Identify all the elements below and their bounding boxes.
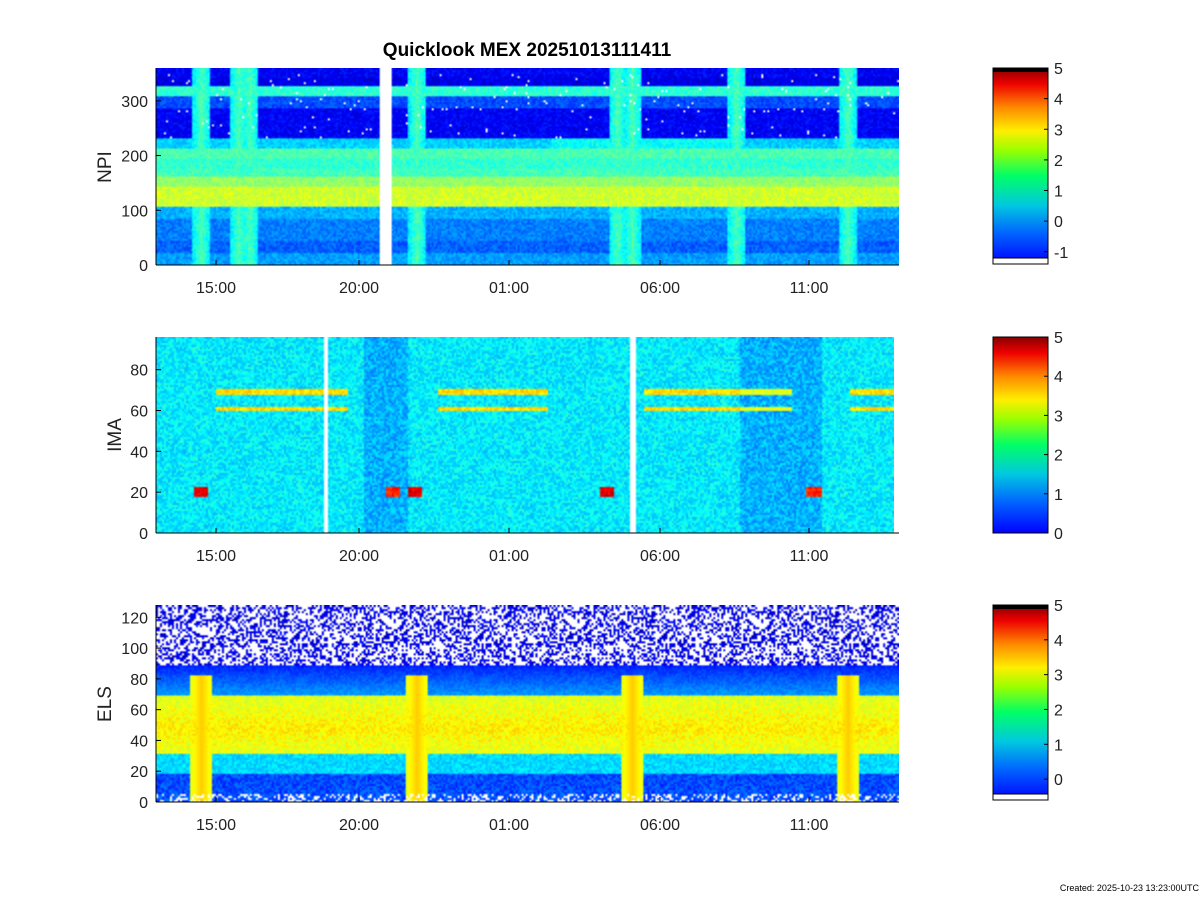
els-colorbar-tick-label: 5 (1054, 598, 1063, 615)
ima-colorbar-tick-label: 3 (1054, 408, 1063, 425)
ima-colorbar-tick-label: 1 (1054, 487, 1063, 504)
panel-els: 15:00 20:00 01:00 06:00 11:00 02040608010012… (95, 598, 1063, 834)
els-spectrogram (156, 605, 899, 802)
npi-xtick-label: 15:00 (196, 280, 236, 297)
els-ytick-label: 80 (130, 672, 148, 689)
els-xtick-label: 15:00 (196, 817, 236, 834)
ima-ytick-label: 20 (130, 485, 148, 502)
els-ytick-label: 0 (139, 795, 148, 812)
ima-xtick-label: 11:00 (790, 548, 829, 565)
ima-xtick-label: 06:00 (640, 548, 680, 565)
els-ylabel: ELS (95, 686, 116, 722)
npi-ylabel: NPI (95, 151, 116, 183)
npi-xtick-label: 01:00 (489, 280, 529, 297)
els-ytick-label: 40 (130, 733, 148, 750)
ima-spectrogram (156, 337, 894, 533)
npi-colorbar-tick-label: -1 (1054, 245, 1068, 262)
els-ytick-label: 100 (121, 641, 148, 658)
ima-xtick-label: 15:00 (196, 548, 236, 565)
els-xtick-label: 20:00 (339, 817, 379, 834)
ima-ytick-label: 60 (130, 404, 148, 421)
npi-spectrogram (156, 68, 899, 265)
npi-colorbar-tick-label: 1 (1054, 184, 1063, 201)
els-colorbar-tick-label: 3 (1054, 668, 1063, 685)
ima-colorbar-tick-label: 5 (1054, 330, 1063, 347)
created-timestamp: Created: 2025-10-23 13:23:00UTC (1060, 883, 1200, 893)
els-ytick-label: 120 (121, 610, 148, 627)
npi-ytick-label: 0 (139, 258, 148, 275)
npi-xtick-label: 06:00 (640, 280, 680, 297)
ima-colorbar-tick-label: 2 (1054, 448, 1063, 465)
els-colorbar: 0 1 2 3 4 5 (992, 598, 1063, 801)
npi-colorbar-tick-label: 2 (1054, 153, 1063, 170)
els-colorbar-tick-label: 2 (1054, 702, 1063, 719)
ima-colorbar: 0 1 2 3 4 5 (992, 330, 1063, 543)
ima-xtick-label: 01:00 (489, 548, 529, 565)
els-ytick-label: 60 (130, 703, 148, 720)
ima-ylabel: IMA (105, 418, 126, 452)
npi-ytick-label: 100 (121, 203, 148, 220)
npi-colorbar-tick-label: 0 (1054, 214, 1063, 231)
ima-ytick-label: 40 (130, 444, 148, 461)
npi-ytick-label: 200 (121, 149, 148, 166)
panel-npi: 15:00 20:00 01:00 06:00 11:00 0 100 200 300 NPI… (95, 61, 1068, 297)
els-colorbar-tick-label: 1 (1054, 737, 1063, 754)
els-xtick-label: 11:00 (790, 817, 829, 834)
els-ytick-label: 20 (130, 764, 148, 781)
els-colorbar-tick-label: 4 (1054, 633, 1063, 650)
npi-colorbar: -1 0 1 2 3 4 5 (992, 61, 1068, 265)
ima-colorbar-tick-label: 4 (1054, 369, 1063, 386)
ima-colorbar-tick-label: 0 (1054, 526, 1063, 543)
npi-colorbar-tick-label: 3 (1054, 122, 1063, 139)
els-colorbar-tick-label: 0 (1054, 772, 1063, 789)
figure-title: Quicklook MEX 20251013111411 (383, 40, 672, 61)
npi-colorbar-tick-label: 4 (1054, 92, 1063, 109)
npi-ytick-label: 300 (121, 94, 148, 111)
ima-xtick-label: 20:00 (339, 548, 379, 565)
npi-xtick-label: 20:00 (339, 280, 379, 297)
els-xtick-label: 01:00 (489, 817, 529, 834)
npi-xtick-label: 11:00 (790, 280, 829, 297)
els-xtick-label: 06:00 (640, 817, 680, 834)
ima-ytick-label: 80 (130, 363, 148, 380)
ima-ytick-label: 0 (139, 526, 148, 543)
npi-colorbar-tick-label: 5 (1054, 61, 1063, 78)
